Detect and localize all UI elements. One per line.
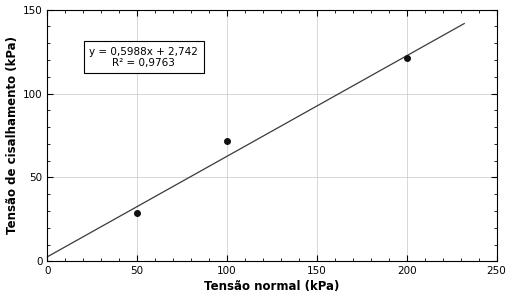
Point (133, 210, 141, 215)
Point (402, 56, 411, 61)
X-axis label: Tensão normal (kPa): Tensão normal (kPa) (204, 280, 339, 293)
Point (223, 138, 231, 143)
Text: y = 0,5988x + 2,742
R² = 0,9763: y = 0,5988x + 2,742 R² = 0,9763 (90, 47, 198, 68)
Y-axis label: Tensão de cisalhamento (kPa): Tensão de cisalhamento (kPa) (6, 36, 18, 234)
